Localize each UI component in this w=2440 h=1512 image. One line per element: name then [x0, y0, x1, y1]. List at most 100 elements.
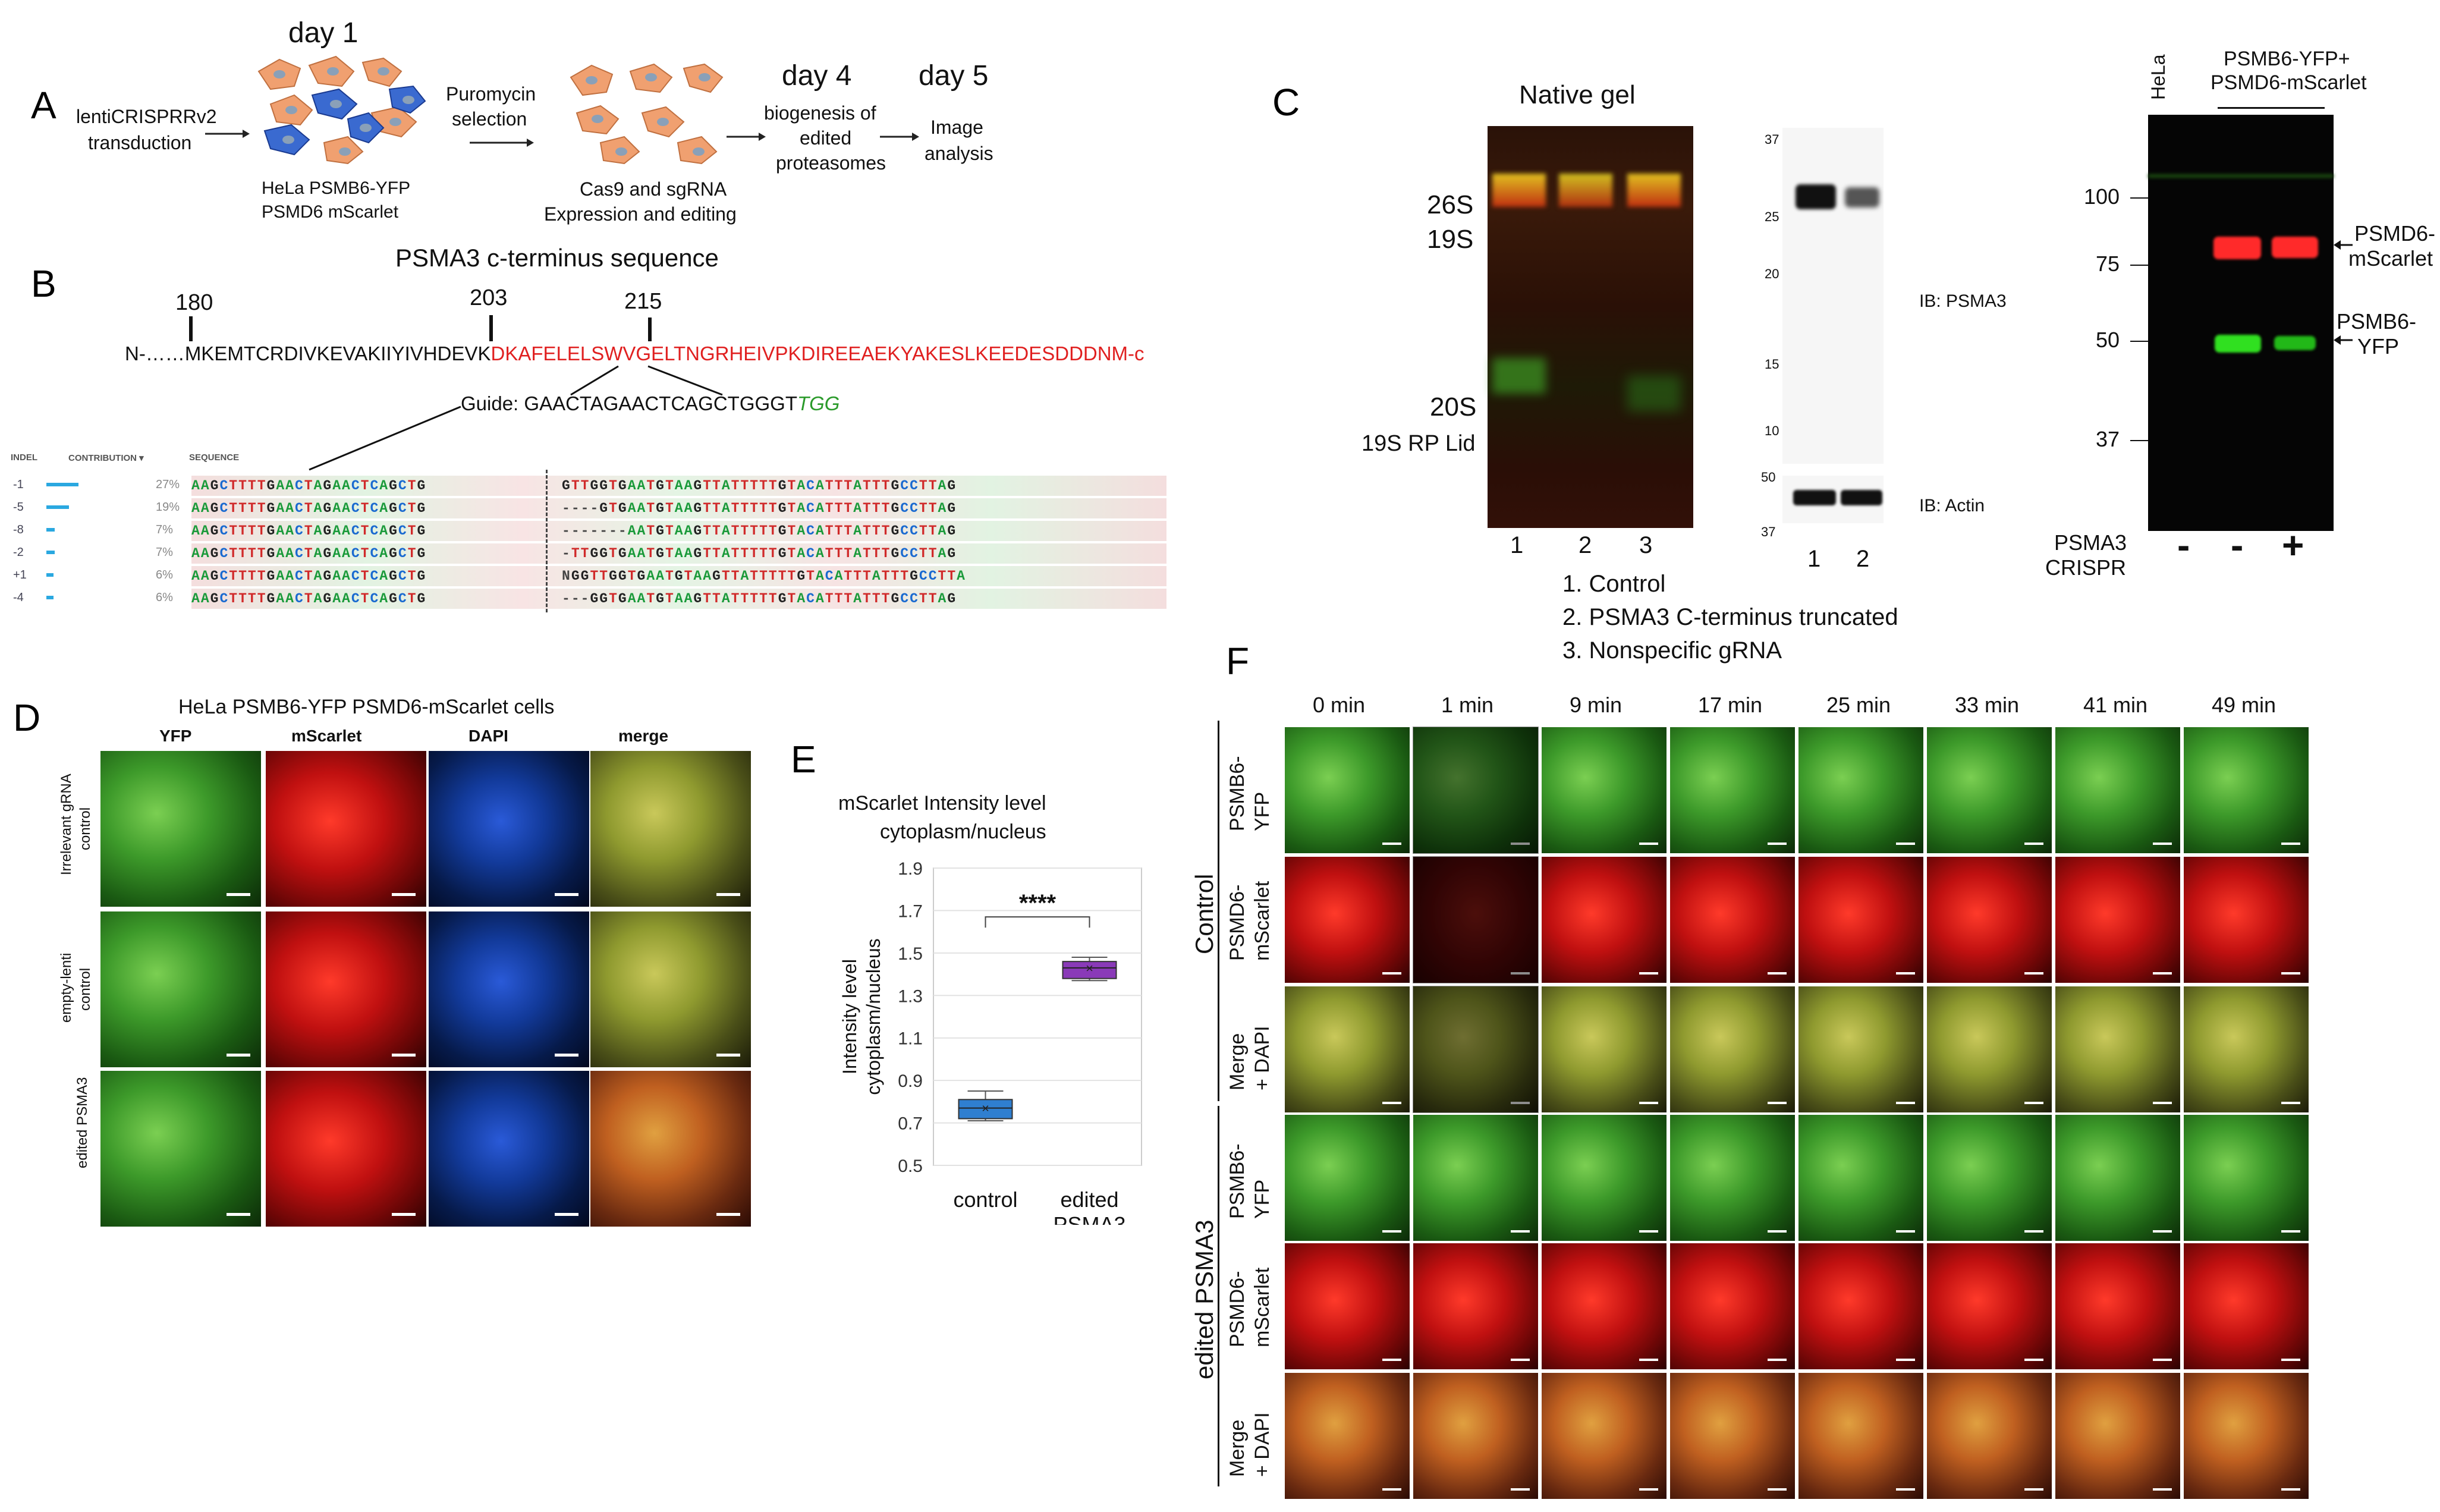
timepoint-label: 25 min: [1826, 693, 1891, 717]
contribution-bar: [46, 505, 69, 509]
native-gel-title: Native gel: [1519, 80, 1636, 109]
y-tick-label: 1.5: [898, 944, 923, 964]
microscopy-image: [2183, 727, 2309, 854]
microscopy-image: [1413, 856, 1539, 983]
microscopy-image: [1541, 727, 1667, 854]
scale-bar: [1382, 843, 1401, 845]
microscopy-image: [1284, 1243, 1410, 1370]
band-19s-rp-lid: 19S RP Lid: [1362, 431, 1476, 456]
scale-bar: [2281, 1359, 2300, 1361]
indel-value: -4: [13, 591, 24, 604]
sequence-text: -TTGGTGAATGTAAGTTATTTTTGTACATTTATTTGCCTT…: [562, 546, 957, 561]
microscopy-image: [1541, 1372, 1667, 1500]
scale-bar: [1511, 1230, 1530, 1233]
scale-bar: [1382, 1102, 1401, 1104]
scale-bar: [227, 1054, 250, 1057]
fluor-marker-50: 50: [2096, 328, 2120, 352]
legend-item-2: 2. PSMA3 C-terminus truncated: [1562, 604, 1898, 630]
protein-sequence: N-……MKEMTCRDIVKEVAKIIYIVHDEVKDKAFELELSWV…: [125, 342, 1144, 365]
lane-3: 3: [1639, 532, 1653, 558]
microscopy-image: [1926, 986, 2052, 1113]
puromycin-label-1: Puromycin: [446, 83, 536, 105]
chart-title-2: cytoplasm/nucleus: [880, 821, 1046, 843]
puromycin-label-2: selection: [452, 108, 527, 130]
biogenesis-label-3: proteasomes: [776, 152, 886, 174]
fluor-header-1: PSMB6-YFP+: [2224, 48, 2350, 70]
sequence-text: ----GTGAATGTAAGTTATTTTTGTACATTTATTTGCCTT…: [562, 501, 957, 516]
microscopy-image: [1413, 986, 1539, 1113]
scale-bar: [1768, 972, 1787, 975]
microscopy-image: [2055, 727, 2181, 854]
microscopy-image: [1284, 856, 1410, 983]
image-analysis-label-2: analysis: [925, 143, 993, 164]
fluor-marker-37: 37: [2096, 427, 2120, 451]
indel-header: INDEL: [11, 452, 37, 463]
scale-bar: [2024, 1230, 2043, 1233]
sequence-text: GTTGGTGAATGTAAGTTATTTTTGTACATTTATTTGCCTT…: [562, 478, 957, 493]
indel-value: +1: [13, 568, 27, 581]
scale-bar: [1896, 972, 1915, 975]
significance-stars: ****: [1019, 890, 1057, 916]
sequence-text: AAGCTTTTGAACTAGAACTCAGCTG: [191, 523, 427, 539]
row-label: PSMB6-: [1226, 1143, 1249, 1219]
fluor-marker-100: 100: [2084, 184, 2120, 209]
crispr-sign-2: -: [2231, 524, 2244, 567]
microscopy-image: [428, 1070, 590, 1227]
row-label: + DAPI: [1251, 1026, 1274, 1090]
microscopy-image: [265, 1070, 427, 1227]
scale-bar: [2024, 972, 2043, 975]
guide-sequence: Guide: GAACTAGAACTCAGCTGGGTTGG: [461, 392, 839, 415]
guide-pam: TGG: [797, 392, 840, 414]
legend-item-3: 3. Nonspecific gRNA: [1562, 637, 1782, 664]
scale-bar: [2024, 1359, 2043, 1361]
contribution-value: 7%: [156, 523, 173, 536]
microscopy-image: [2055, 856, 2181, 983]
microscopy-image: [2055, 1114, 2181, 1241]
sequence-header: SEQUENCE: [189, 452, 240, 463]
contribution-header[interactable]: CONTRIBUTION ▾: [68, 453, 144, 463]
microscopy-image: [1669, 856, 1796, 983]
timepoint-label: 49 min: [2212, 693, 2277, 717]
image-analysis-label-1: Image: [930, 117, 983, 138]
timepoint-label: 33 min: [1955, 693, 2020, 717]
row-label: mScarlet: [1251, 881, 1274, 961]
lane-1: 1: [1510, 532, 1524, 558]
position-215: 215: [624, 289, 662, 314]
arrow-icon: [880, 133, 919, 141]
scale-bar: [1896, 1102, 1915, 1104]
scale-bar: [716, 1054, 740, 1057]
scale-bar: [1768, 1102, 1787, 1104]
cas9-label-2: Expression and editing: [544, 203, 737, 225]
scale-bar: [2024, 1102, 2043, 1104]
psmd6-label-1: PSMD6-: [2354, 221, 2436, 246]
microscopy-image: [1284, 986, 1410, 1113]
arrow-icon: [727, 133, 766, 141]
microscopy-image: [2183, 1372, 2309, 1500]
tick-203: [489, 315, 493, 341]
microscopy-image: [1798, 986, 1924, 1113]
crispr-label-2: CRISPR: [2045, 555, 2127, 580]
wb-marker-37b: 37: [1761, 524, 1776, 539]
microscopy-image: [1669, 1243, 1796, 1370]
row-label-2a: empty-lenti: [58, 953, 74, 1023]
scale-bar: [1382, 1359, 1401, 1361]
box-0: [958, 1099, 1013, 1120]
contribution-bar: [46, 528, 55, 532]
microscopy-image: [428, 911, 590, 1068]
row-label: + DAPI: [1251, 1412, 1274, 1477]
scale-bar: [2281, 1102, 2300, 1104]
row-label-1b: control: [77, 807, 93, 850]
day1-label: day 1: [288, 17, 359, 49]
y-axis-label: Intensity level cytoplasm/nucleus: [839, 938, 884, 1095]
lane-2: 2: [1579, 532, 1592, 558]
microscopy-image: [1413, 1372, 1539, 1500]
scale-bar: [2281, 1230, 2300, 1233]
biogenesis-label-2: edited: [800, 127, 852, 149]
edited-cell-cluster-illustration: [570, 63, 724, 165]
band-20s: 20S: [1430, 392, 1477, 422]
microscopy-image: [590, 911, 752, 1068]
panel-b-title: PSMA3 c-terminus sequence: [395, 244, 719, 272]
tick-215: [648, 318, 652, 341]
row-label-2b: control: [77, 967, 93, 1011]
crispr-label-1: PSMA3: [2054, 530, 2127, 555]
